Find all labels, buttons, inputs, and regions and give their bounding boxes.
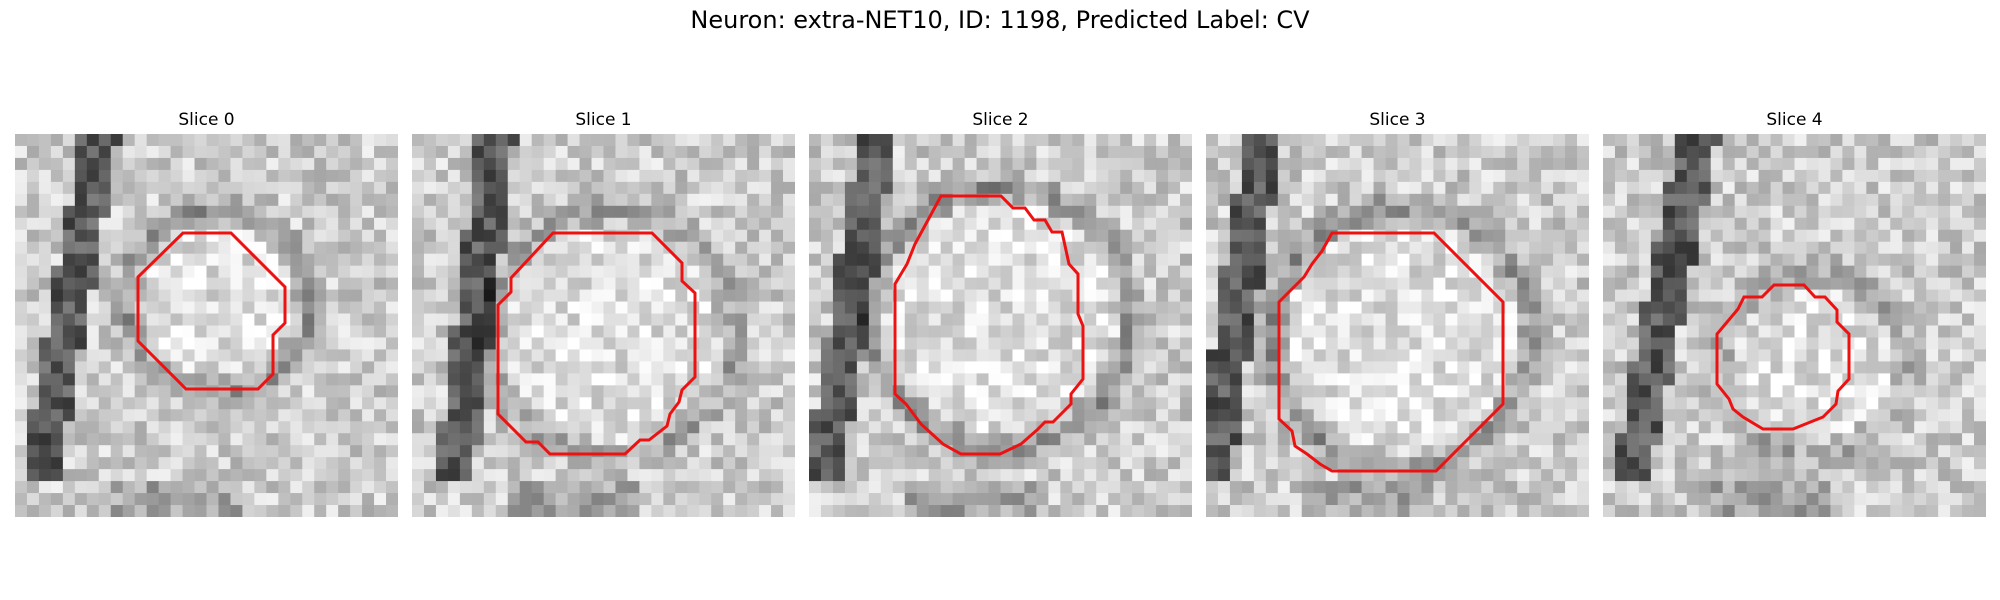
roi-contour xyxy=(1715,283,1851,431)
figure-title: Neuron: extra-NET10, ID: 1198, Predicted… xyxy=(690,6,1310,34)
slice-image xyxy=(1206,134,1589,517)
slice-panel-2: Slice 2 xyxy=(809,108,1192,517)
pixel-grid xyxy=(809,134,1192,517)
roi-contour xyxy=(496,231,697,456)
slice-panel-3: Slice 3 xyxy=(1206,108,1589,517)
slice-image xyxy=(1603,134,1986,517)
roi-contour xyxy=(893,194,1085,456)
slice-image xyxy=(809,134,1192,517)
slice-panel-4: Slice 4 xyxy=(1603,108,1986,517)
slice-title: Slice 1 xyxy=(575,110,632,130)
slice-panel-1: Slice 1 xyxy=(412,108,795,517)
slice-image xyxy=(15,134,398,517)
slice-title: Slice 0 xyxy=(178,110,235,130)
roi-contour xyxy=(1277,231,1505,473)
pixel-grid xyxy=(1206,134,1589,517)
pixel-grid xyxy=(412,134,795,517)
slice-title: Slice 3 xyxy=(1369,110,1426,130)
slice-panel-0: Slice 0 xyxy=(15,108,398,517)
slice-title: Slice 4 xyxy=(1766,110,1823,130)
roi-contour xyxy=(136,231,287,391)
slice-image xyxy=(412,134,795,517)
slice-title: Slice 2 xyxy=(972,110,1029,130)
pixel-grid xyxy=(15,134,398,517)
pixel-grid xyxy=(1603,134,1986,517)
